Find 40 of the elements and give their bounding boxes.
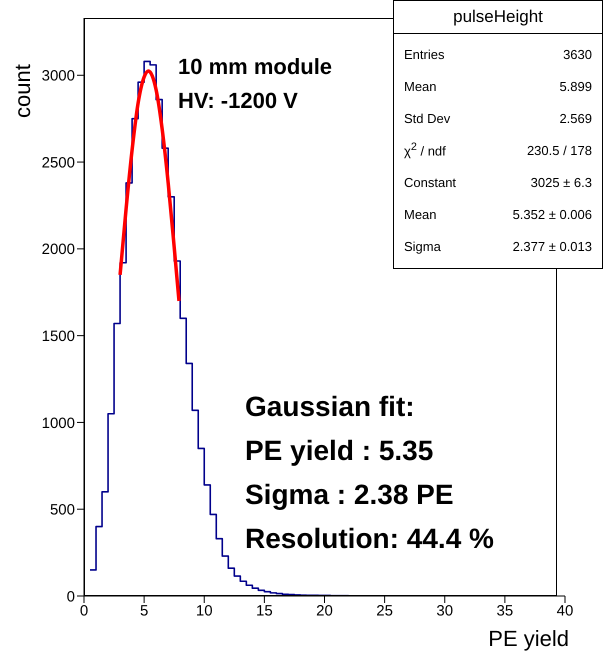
annotation: Entries [404,46,444,62]
y-axis-title: count [10,64,35,118]
x-tick-label: 25 [376,602,393,620]
annotation: 3630 [563,46,592,62]
line-series [118,69,181,303]
x-tick-label: 0 [80,602,88,620]
annotation: 5.899 [559,78,592,94]
annotation: HV: -1200 V [178,88,298,113]
x-tick-label: 15 [256,602,273,620]
annotation: Sigma [404,238,441,254]
annotation: 10 mm module [178,54,332,79]
y-tick-label: 0 [66,588,75,606]
y-tick-label: 1000 [42,414,75,432]
y-tick-label: 500 [50,502,75,519]
annotation: 2.569 [559,110,592,126]
annotation: Mean [404,206,437,222]
annotation: 230.5 / 178 [526,142,592,158]
annotation: Mean [404,78,437,94]
x-tick-label: 35 [496,602,514,620]
annotation: pulseHeight [453,7,543,26]
annotation: Constant [404,174,456,190]
x-axis-title: PE yield [488,626,569,651]
y-tick-label: 1500 [42,328,75,345]
annotation: Std Dev [404,110,450,126]
annotation: 3025 ± 6.3 [530,174,592,190]
x-tick-label: 40 [556,602,574,620]
annotation: Resolution: 44.4 % [245,523,494,554]
x-tick-label: 30 [436,602,454,620]
annotation: Gaussian fit: [245,391,415,422]
y-tick-label: 2000 [42,241,75,258]
annotation: χ$^{2}$ / ndf [404,141,446,159]
annotation: Sigma : 2.38 PE [245,479,454,510]
annotation: 2.377 ± 0.013 [512,238,592,254]
annotation: PE yield : 5.35 [245,435,434,466]
x-tick-label: 10 [196,602,213,620]
x-tick-label: 20 [316,602,333,620]
y-tick-label: 3000 [42,68,75,85]
annotation: 5.352 ± 0.006 [512,206,592,222]
x-tick-label: 5 [140,602,148,620]
y-tick-label: 2500 [42,154,75,172]
